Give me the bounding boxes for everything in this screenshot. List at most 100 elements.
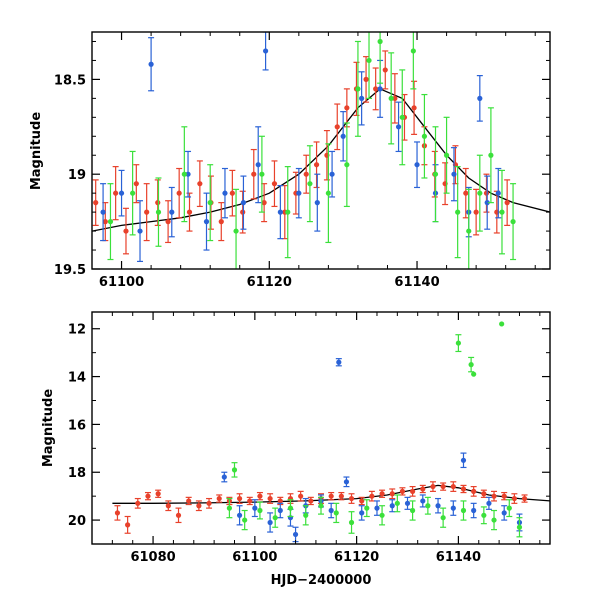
top-data-point [325, 190, 331, 196]
bottom-data-point [287, 505, 294, 511]
bottom-data-point [135, 500, 141, 506]
top-data-point [185, 171, 191, 177]
bottom-data-point [236, 512, 243, 518]
top-data-point [510, 219, 516, 225]
bottom-data-point [486, 500, 492, 506]
bottom-data-point [328, 507, 334, 514]
top-data-point [373, 86, 379, 92]
top-data-point [451, 171, 457, 177]
bottom-x-tick-label: 61140 [436, 550, 481, 565]
bottom-data-point [435, 503, 441, 509]
top-data-point [377, 38, 383, 45]
top-data-point [251, 171, 257, 177]
top-data-point [303, 171, 309, 177]
bottom-data-point [303, 512, 309, 518]
bottom-data-point [389, 503, 395, 509]
bottom-data-point [471, 507, 477, 514]
bottom-data-point [336, 359, 342, 365]
bottom-data-point [450, 505, 456, 511]
top-data-point [102, 219, 108, 225]
top-data-point [473, 209, 479, 215]
top-data-point [499, 209, 505, 215]
bottom-data-point [389, 491, 395, 497]
bottom-data-point [399, 488, 406, 494]
top-data-point [148, 61, 154, 67]
bottom-data-point [410, 488, 416, 494]
top-data-point [395, 124, 402, 130]
top-data-point [455, 209, 461, 215]
bottom-data-point [236, 495, 243, 502]
top-data-point [240, 200, 247, 206]
bottom-data-point [501, 493, 507, 499]
top-data-point [414, 162, 420, 168]
bottom-data-point [186, 498, 192, 504]
top-data-point [504, 200, 510, 206]
top-data-point [313, 162, 320, 168]
top-model-curve [92, 88, 550, 232]
bottom-data-point [257, 507, 263, 514]
bottom-data-point [410, 507, 416, 514]
bottom-data-point [430, 483, 436, 490]
bottom-model-curve [112, 484, 550, 504]
top-data-point [399, 114, 405, 120]
bottom-data-point [379, 512, 385, 518]
top-plot-frame [91, 31, 551, 270]
bottom-data-point [364, 505, 370, 511]
top-axes: 61100 61120 61140 18.5 19 19.5 [54, 32, 550, 290]
bottom-data-point [145, 493, 151, 499]
top-data-point [218, 219, 224, 225]
top-data-point [240, 209, 246, 215]
bottom-data-point [460, 507, 467, 514]
bottom-data-point [348, 495, 355, 502]
bottom-y-tick-label: 16 [68, 418, 86, 433]
bottom-data-point [242, 517, 248, 523]
top-data-point [355, 86, 361, 92]
bottom-data-point [481, 512, 487, 518]
top-data-point [176, 190, 182, 196]
top-data-point [366, 57, 372, 64]
bottom-data-point [471, 488, 477, 494]
bottom-plot-data [112, 321, 550, 543]
bottom-data-point [252, 505, 258, 511]
bottom-y-tick-label: 14 [68, 371, 86, 386]
top-data-point [363, 76, 369, 82]
bottom-data-point [343, 479, 350, 485]
top-data-point [137, 228, 143, 234]
bottom-data-point [501, 510, 507, 516]
top-data-point [359, 95, 365, 101]
top-data-point [155, 209, 162, 215]
bottom-data-point [165, 503, 171, 509]
top-data-point [203, 219, 210, 225]
top-data-point [314, 200, 320, 206]
top-data-point [181, 171, 187, 177]
top-data-point [488, 152, 494, 158]
bottom-data-point [506, 505, 512, 511]
top-data-point [255, 162, 261, 168]
top-data-point [222, 190, 228, 196]
top-data-point [484, 200, 490, 206]
top-data-point [261, 200, 267, 206]
bottom-data-point [125, 522, 131, 528]
top-panel: 61100 61120 61140 18.5 19 19.5 Magnitude [29, 31, 551, 290]
top-data-point [477, 95, 483, 101]
bottom-data-point [394, 500, 400, 506]
top-data-point [186, 209, 193, 215]
bottom-data-point [175, 512, 182, 518]
bottom-data-point [216, 495, 222, 502]
top-data-point [229, 190, 235, 196]
top-data-point [411, 105, 417, 111]
bottom-data-point [318, 503, 324, 509]
top-data-point [307, 181, 313, 187]
bottom-data-point [348, 519, 355, 526]
top-data-point [155, 200, 161, 206]
top-data-point [144, 209, 150, 215]
bottom-data-point [298, 493, 304, 499]
bottom-data-point [460, 457, 467, 463]
top-data-point [130, 190, 136, 196]
top-plot-data [92, 32, 550, 269]
bottom-data-point [196, 503, 202, 509]
bottom-data-point [272, 515, 278, 521]
bottom-data-point [521, 495, 528, 502]
top-data-point [93, 200, 99, 206]
bottom-x-tick-label: 61080 [130, 550, 175, 565]
